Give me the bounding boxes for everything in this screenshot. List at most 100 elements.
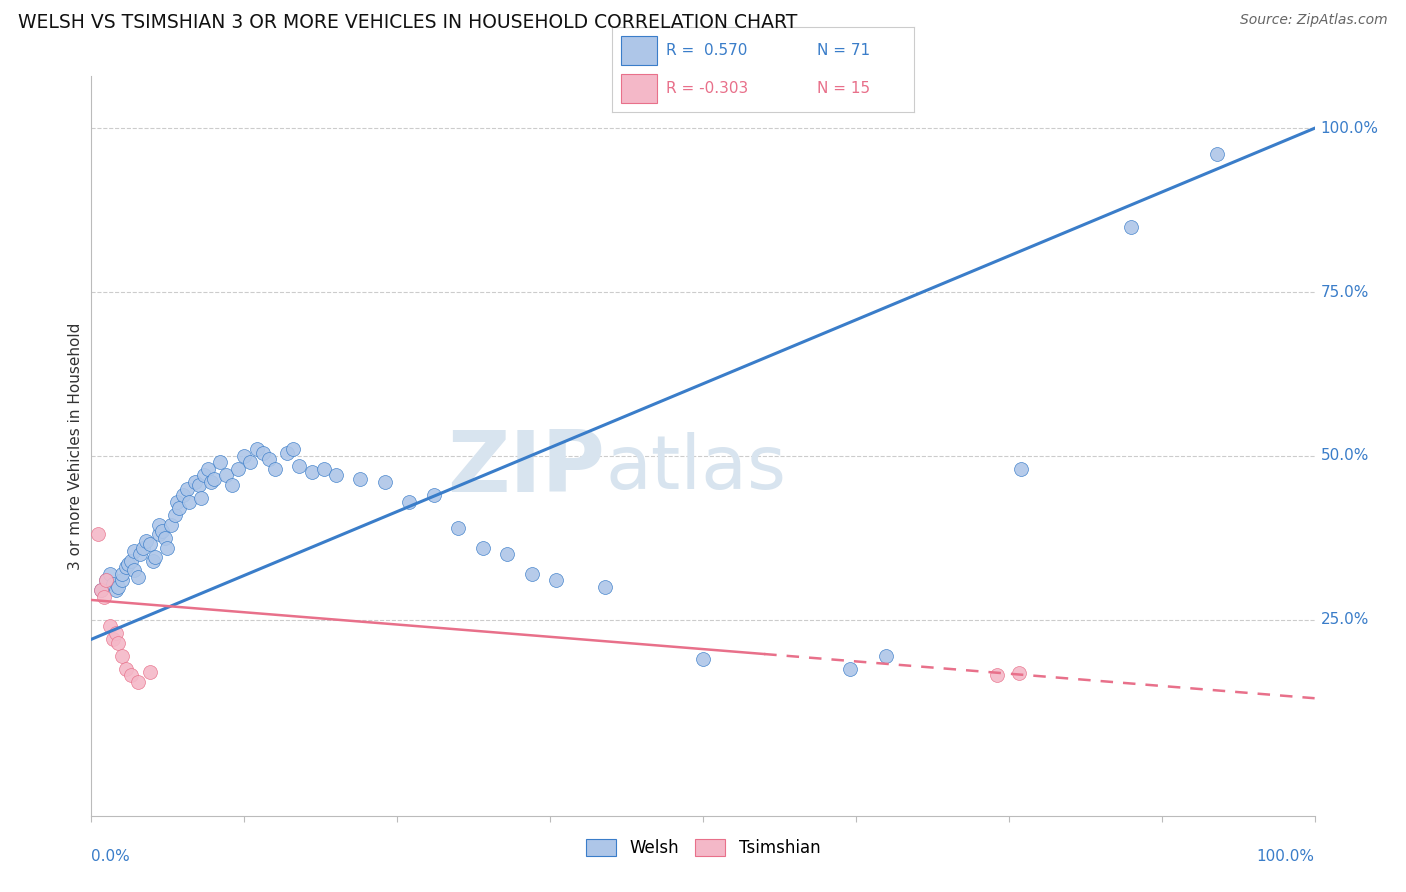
Point bbox=[838, 662, 860, 676]
Point bbox=[471, 541, 494, 555]
Bar bbox=[620, 74, 657, 103]
Text: 25.0%: 25.0% bbox=[1320, 612, 1369, 627]
Point bbox=[1205, 147, 1227, 161]
Point bbox=[257, 452, 280, 467]
Point bbox=[398, 494, 420, 508]
Point bbox=[172, 488, 194, 502]
Point bbox=[202, 472, 225, 486]
Text: 100.0%: 100.0% bbox=[1257, 849, 1315, 864]
Point bbox=[120, 668, 142, 682]
Point bbox=[245, 442, 267, 457]
Point bbox=[875, 648, 898, 663]
Point bbox=[276, 445, 298, 459]
Point bbox=[122, 564, 145, 578]
Point bbox=[208, 455, 231, 469]
Point bbox=[188, 478, 211, 492]
Point bbox=[148, 527, 170, 541]
Legend: Welsh, Tsimshian: Welsh, Tsimshian bbox=[579, 832, 827, 863]
Text: R =  0.570: R = 0.570 bbox=[666, 43, 748, 58]
Point bbox=[148, 517, 170, 532]
Point bbox=[197, 462, 219, 476]
Text: atlas: atlas bbox=[605, 432, 786, 505]
Point bbox=[215, 468, 238, 483]
Point bbox=[103, 576, 125, 591]
Point bbox=[163, 508, 186, 522]
Text: N = 15: N = 15 bbox=[817, 81, 870, 96]
Point bbox=[104, 625, 127, 640]
Point bbox=[120, 554, 142, 568]
Point bbox=[86, 527, 108, 541]
Text: 0.0%: 0.0% bbox=[91, 849, 131, 864]
Point bbox=[520, 566, 543, 581]
Point bbox=[325, 468, 347, 483]
Point bbox=[98, 619, 121, 633]
Point bbox=[94, 574, 117, 588]
Point bbox=[692, 652, 714, 666]
Point bbox=[127, 674, 149, 689]
Point bbox=[166, 494, 188, 508]
Text: WELSH VS TSIMSHIAN 3 OR MORE VEHICLES IN HOUSEHOLD CORRELATION CHART: WELSH VS TSIMSHIAN 3 OR MORE VEHICLES IN… bbox=[18, 13, 797, 32]
Point bbox=[94, 574, 117, 588]
Text: N = 71: N = 71 bbox=[817, 43, 870, 58]
Point bbox=[349, 472, 371, 486]
Point bbox=[103, 632, 125, 647]
Point bbox=[179, 494, 201, 508]
Point bbox=[143, 550, 166, 565]
Point bbox=[160, 517, 183, 532]
Point bbox=[546, 574, 568, 588]
Point bbox=[107, 580, 129, 594]
Bar bbox=[620, 36, 657, 65]
Point bbox=[283, 442, 305, 457]
Point bbox=[226, 462, 249, 476]
Point bbox=[150, 524, 173, 538]
Point bbox=[111, 648, 134, 663]
Point bbox=[104, 583, 127, 598]
Point bbox=[93, 590, 115, 604]
Point bbox=[132, 541, 155, 555]
Point bbox=[1010, 462, 1032, 476]
Point bbox=[423, 488, 446, 502]
Point bbox=[135, 534, 157, 549]
Point bbox=[127, 570, 149, 584]
Point bbox=[107, 635, 129, 649]
Y-axis label: 3 or more Vehicles in Household: 3 or more Vehicles in Household bbox=[67, 322, 83, 570]
Text: R = -0.303: R = -0.303 bbox=[666, 81, 748, 96]
Point bbox=[111, 574, 134, 588]
Point bbox=[90, 583, 112, 598]
Point bbox=[374, 475, 396, 489]
Point bbox=[114, 662, 136, 676]
Point bbox=[139, 537, 162, 551]
Point bbox=[312, 462, 335, 476]
Text: 50.0%: 50.0% bbox=[1320, 449, 1369, 463]
Point bbox=[129, 547, 152, 561]
Point bbox=[221, 478, 243, 492]
Point bbox=[139, 665, 162, 679]
Point bbox=[190, 491, 212, 506]
Point bbox=[986, 668, 1008, 682]
Text: ZIP: ZIP bbox=[447, 426, 605, 509]
Point bbox=[184, 475, 207, 489]
Point bbox=[1121, 219, 1143, 234]
Point bbox=[1007, 666, 1029, 681]
Point bbox=[496, 547, 519, 561]
Point bbox=[156, 541, 179, 555]
Point bbox=[122, 544, 145, 558]
Point bbox=[593, 580, 616, 594]
Point bbox=[111, 566, 134, 581]
Point bbox=[288, 458, 311, 473]
Point bbox=[200, 475, 222, 489]
Point bbox=[90, 583, 112, 598]
Point bbox=[252, 445, 274, 459]
Text: 100.0%: 100.0% bbox=[1320, 120, 1379, 136]
Point bbox=[193, 468, 215, 483]
Point bbox=[98, 566, 121, 581]
Text: Source: ZipAtlas.com: Source: ZipAtlas.com bbox=[1240, 13, 1388, 28]
Point bbox=[301, 465, 323, 479]
Point bbox=[141, 554, 163, 568]
Point bbox=[233, 449, 256, 463]
Text: 75.0%: 75.0% bbox=[1320, 285, 1369, 300]
Point bbox=[117, 557, 139, 571]
Point bbox=[114, 560, 136, 574]
Point bbox=[447, 521, 470, 535]
Point bbox=[264, 462, 287, 476]
